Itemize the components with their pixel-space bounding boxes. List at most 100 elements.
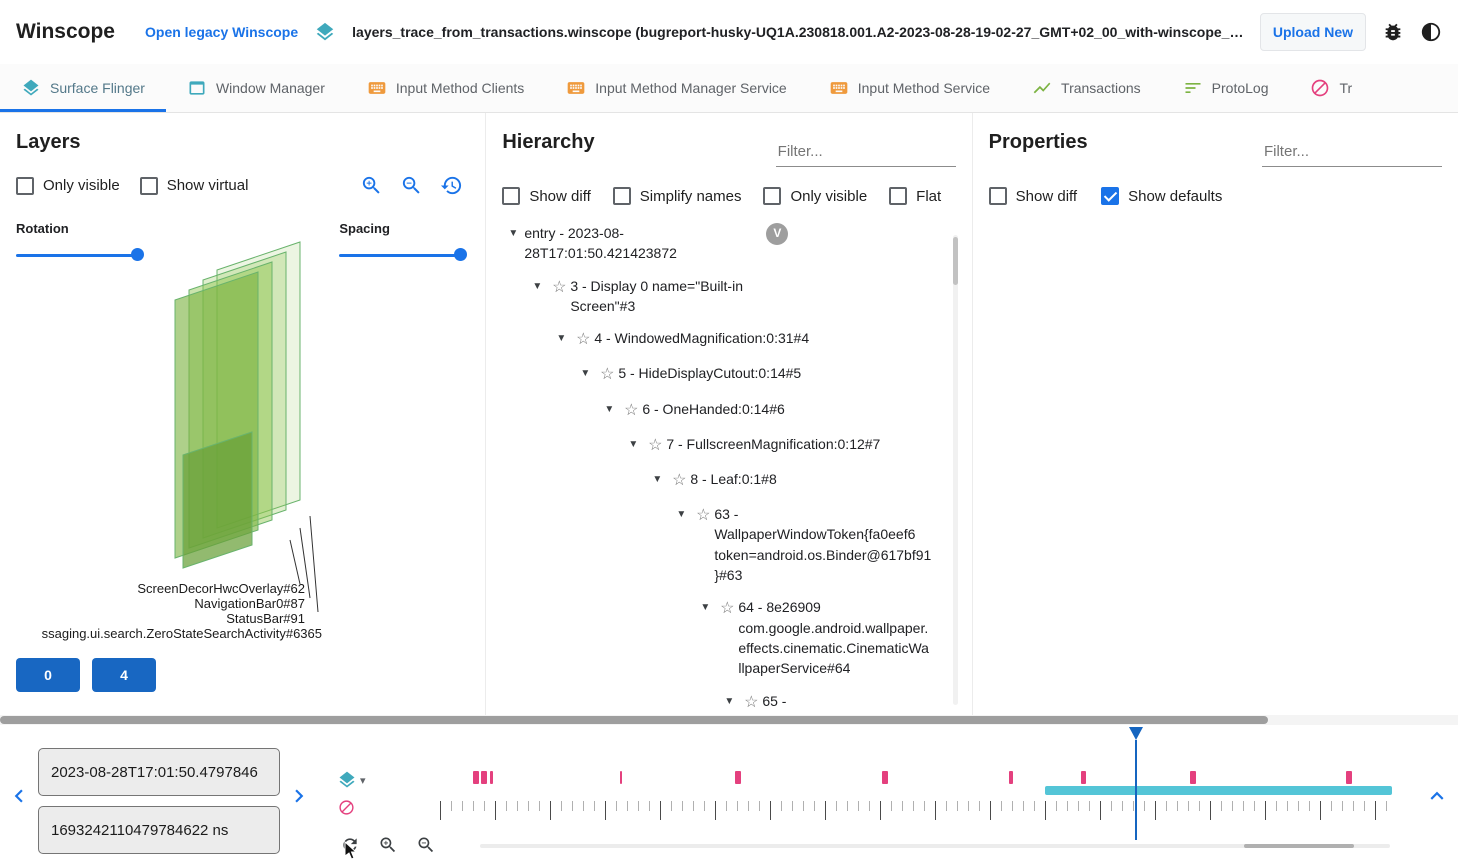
properties-filter-input[interactable] bbox=[1261, 137, 1442, 167]
timeline-zoom-out-icon[interactable] bbox=[416, 835, 436, 855]
tree-node[interactable]: ▼ entry - 2023-08-28T17:01:50.421423872 … bbox=[502, 217, 931, 270]
tab-window-manager[interactable]: Window Manager bbox=[166, 64, 346, 112]
checkbox-only-visible[interactable]: Only visible bbox=[16, 176, 120, 195]
expand-arrow-icon[interactable]: ▼ bbox=[724, 695, 735, 707]
spacing-label: Spacing bbox=[339, 221, 390, 236]
main-horizontal-scrollbar[interactable] bbox=[0, 715, 1458, 725]
trace-event-marker[interactable] bbox=[881, 771, 888, 784]
expand-arrow-icon[interactable]: ▼ bbox=[556, 333, 567, 345]
checkbox-show-virtual[interactable]: Show virtual bbox=[139, 176, 248, 195]
previous-entry-button[interactable] bbox=[6, 783, 32, 809]
star-icon[interactable]: ☆ bbox=[720, 600, 735, 618]
dark-mode-toggle-icon[interactable] bbox=[1420, 21, 1442, 43]
tree-node[interactable]: ▼ ☆ 3 - Display 0 name="Built-in Screen"… bbox=[502, 270, 931, 323]
trace-event-marker[interactable] bbox=[619, 771, 622, 784]
expand-arrow-icon[interactable]: ▼ bbox=[508, 228, 519, 239]
hierarchy-filter-input[interactable] bbox=[775, 137, 956, 167]
trace-event-marker[interactable] bbox=[481, 771, 488, 784]
expand-arrow-icon[interactable]: ▼ bbox=[604, 403, 615, 415]
timeline-selection[interactable] bbox=[1045, 786, 1393, 795]
spacing-slider[interactable] bbox=[339, 248, 468, 262]
tab-icon bbox=[187, 78, 207, 98]
timeline-scrollbar[interactable] bbox=[480, 844, 1390, 848]
timeline-scrollbar-thumb[interactable] bbox=[1244, 844, 1354, 848]
human-time-input[interactable] bbox=[38, 748, 280, 796]
timeline-ruler-major bbox=[440, 801, 1392, 820]
tab-tr[interactable]: Tr bbox=[1289, 64, 1373, 112]
trace-event-marker[interactable] bbox=[1008, 771, 1013, 784]
trace-dropdown-caret-icon[interactable]: ▾ bbox=[360, 774, 366, 787]
tab-input-method-clients[interactable]: Input Method Clients bbox=[346, 64, 545, 112]
expand-arrow-icon[interactable]: ▼ bbox=[580, 368, 591, 380]
tab-transactions[interactable]: Transactions bbox=[1011, 64, 1162, 112]
star-icon[interactable]: ☆ bbox=[696, 507, 711, 525]
zoom-in-icon[interactable] bbox=[360, 174, 383, 197]
rotation-slider[interactable] bbox=[16, 248, 144, 262]
tree-node[interactable]: ▼ ☆ 7 - FullscreenMagnification:0:12#7 bbox=[502, 428, 931, 463]
layer-nav-button-0[interactable]: 0 bbox=[16, 658, 80, 692]
timeline-cursor-handle[interactable] bbox=[1128, 727, 1143, 740]
expand-arrow-icon[interactable]: ▼ bbox=[652, 473, 663, 485]
layers-trace-icon bbox=[314, 21, 336, 43]
star-icon[interactable]: ☆ bbox=[744, 693, 759, 711]
expand-arrow-icon[interactable]: ▼ bbox=[700, 602, 711, 614]
reset-view-icon[interactable] bbox=[440, 174, 463, 197]
checkbox-label: Show diff bbox=[1015, 187, 1078, 205]
tree-node[interactable]: ▼ ☆ 63 - WallpaperWindowToken{fa0eef6 to… bbox=[502, 498, 931, 591]
checkbox-simplify-names[interactable]: Simplify names bbox=[612, 187, 741, 205]
main-scrollbar-thumb[interactable] bbox=[0, 716, 1269, 724]
transitions-trace-icon[interactable] bbox=[338, 799, 355, 816]
tree-node[interactable]: ▼ ☆ 65 - com.google.android.wallpaper.ef… bbox=[502, 685, 931, 716]
trace-event-marker[interactable] bbox=[1190, 771, 1197, 784]
tree-node[interactable]: ▼ ☆ 4 - WindowedMagnification:0:31#4 bbox=[502, 322, 931, 357]
next-entry-button[interactable] bbox=[286, 783, 312, 809]
checkbox-show-defaults[interactable]: Show defaults bbox=[1101, 187, 1222, 205]
legacy-winscope-link[interactable]: Open legacy Winscope bbox=[145, 24, 299, 40]
timeline-cursor-line[interactable] bbox=[1134, 740, 1137, 840]
star-icon[interactable]: ☆ bbox=[624, 401, 639, 419]
star-icon[interactable]: ☆ bbox=[552, 278, 567, 296]
tab-icon bbox=[1032, 78, 1052, 98]
layer-nav-button-4[interactable]: 4 bbox=[92, 658, 156, 692]
tab-input-method-manager-service[interactable]: Input Method Manager Service bbox=[545, 64, 807, 112]
spacing-slider-thumb[interactable] bbox=[454, 248, 468, 261]
tab-protolog[interactable]: ProtoLog bbox=[1162, 64, 1290, 112]
star-icon[interactable]: ☆ bbox=[648, 436, 663, 454]
trace-event-marker[interactable] bbox=[472, 771, 479, 784]
tab-surface-flinger[interactable]: Surface Flinger bbox=[0, 64, 166, 112]
tree-node[interactable]: ▼ ☆ 64 - 8e26909 com.google.android.wall… bbox=[502, 591, 931, 684]
rotation-slider-thumb[interactable] bbox=[131, 248, 144, 261]
checkbox-show-diff[interactable]: Show diff bbox=[502, 187, 591, 205]
star-icon[interactable]: ☆ bbox=[576, 331, 591, 349]
trace-event-marker[interactable] bbox=[1080, 771, 1086, 784]
timeline-zoom-in-icon[interactable] bbox=[378, 835, 398, 855]
zoom-out-icon[interactable] bbox=[400, 174, 423, 197]
upload-new-button[interactable]: Upload New bbox=[1259, 13, 1366, 51]
tree-node[interactable]: ▼ ☆ 6 - OneHanded:0:14#6 bbox=[502, 393, 931, 428]
hierarchy-scrollbar-thumb[interactable] bbox=[952, 237, 958, 285]
expand-arrow-icon[interactable]: ▼ bbox=[628, 438, 639, 450]
ns-time-input[interactable] bbox=[38, 806, 280, 854]
expand-arrow-icon[interactable]: ▼ bbox=[676, 509, 687, 521]
tree-node[interactable]: ▼ ☆ 5 - HideDisplayCutout:0:14#5 bbox=[502, 357, 931, 392]
tree-node[interactable]: ▼ ☆ 8 - Leaf:0:1#8 bbox=[502, 463, 931, 498]
trace-selector: ▾ bbox=[337, 770, 366, 825]
checkbox-show-diff[interactable]: Show diff bbox=[988, 187, 1078, 205]
trace-event-marker[interactable] bbox=[489, 771, 493, 784]
checkbox-flat[interactable]: Flat bbox=[889, 187, 941, 205]
expand-arrow-icon[interactable]: ▼ bbox=[532, 280, 543, 292]
trace-event-marker[interactable] bbox=[1346, 771, 1353, 784]
tab-icon bbox=[566, 78, 586, 98]
star-icon[interactable]: ☆ bbox=[672, 471, 687, 489]
checkbox-only-visible[interactable]: Only visible bbox=[763, 187, 867, 205]
hierarchy-scrollbar[interactable] bbox=[952, 235, 958, 705]
report-bug-icon[interactable] bbox=[1382, 21, 1404, 43]
tab-input-method-service[interactable]: Input Method Service bbox=[808, 64, 1011, 112]
trace-event-marker[interactable] bbox=[735, 771, 742, 784]
surface-flinger-trace-icon[interactable] bbox=[337, 770, 357, 790]
layers-3d-view[interactable] bbox=[0, 240, 480, 635]
expand-timeline-button[interactable] bbox=[1424, 783, 1450, 809]
star-icon[interactable]: ☆ bbox=[600, 366, 615, 384]
checkbox-box bbox=[1101, 187, 1120, 205]
timeline-canvas[interactable] bbox=[440, 727, 1396, 860]
